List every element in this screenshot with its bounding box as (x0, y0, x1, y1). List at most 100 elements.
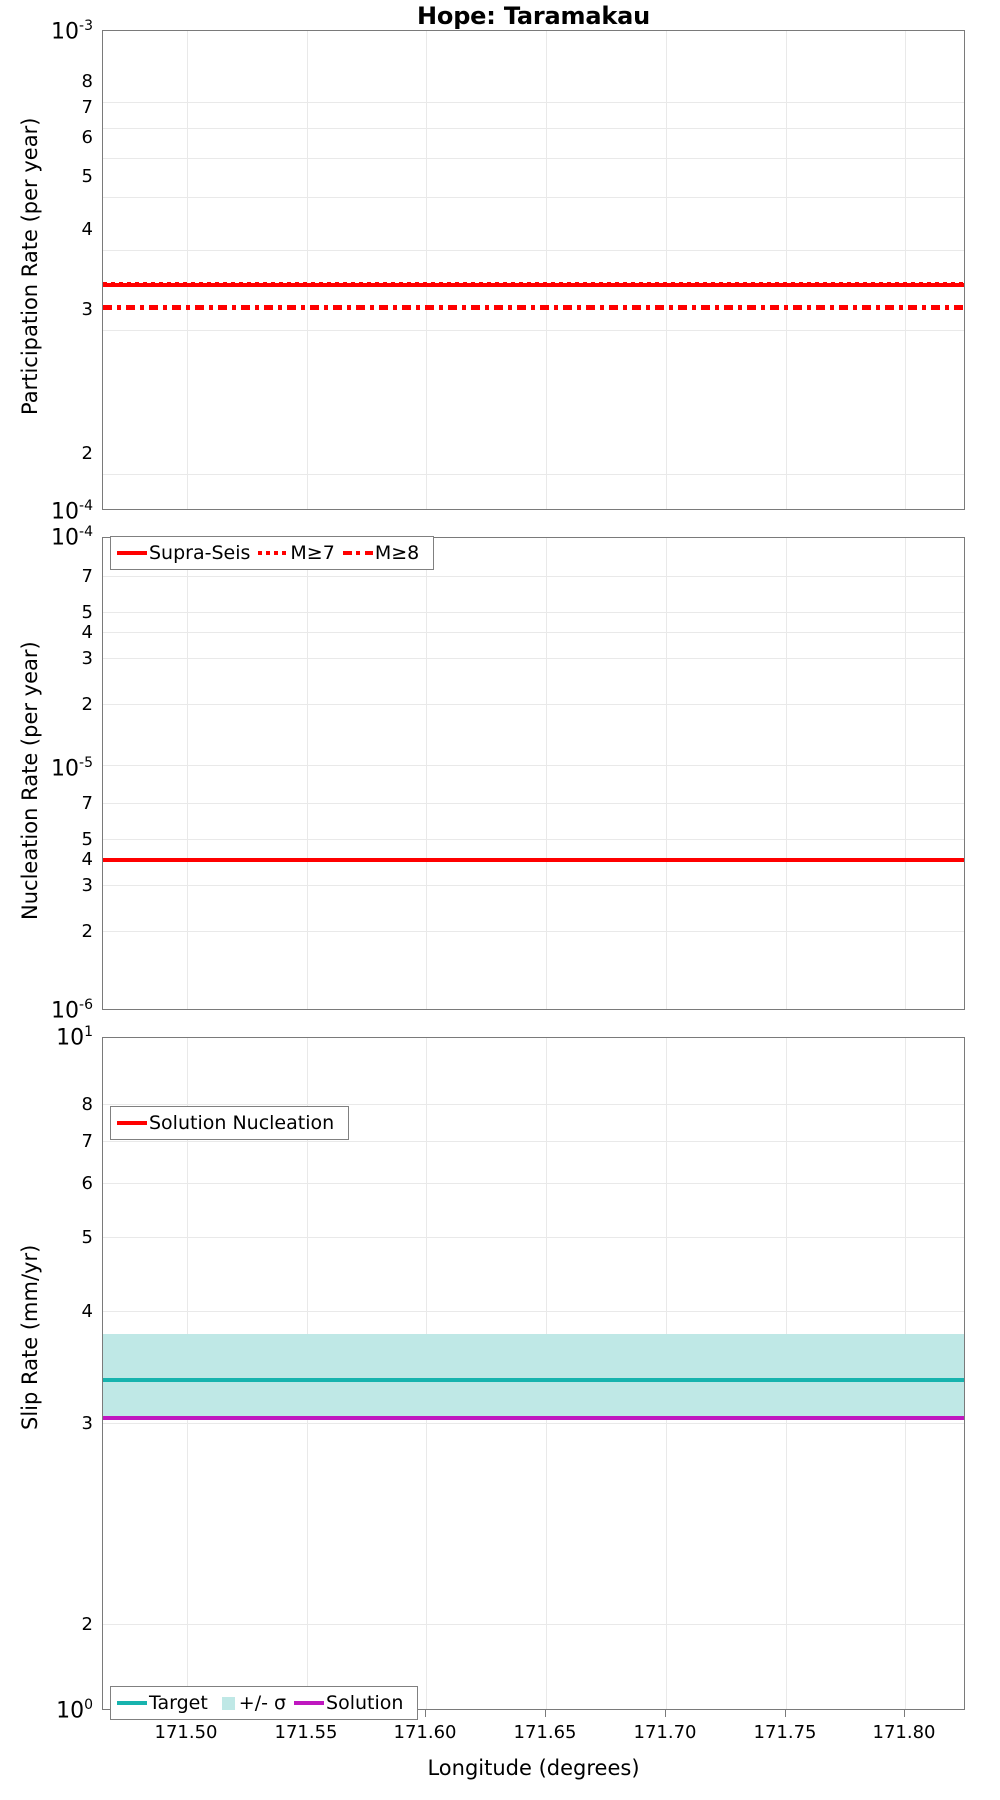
legend-patch-icon (221, 1696, 235, 1710)
ytick-panel1-max: 10-3 (51, 18, 93, 45)
ytick-panel1: 4 (81, 219, 93, 240)
panel2-y-axis-label: Nucleation Rate (per year) (18, 641, 42, 920)
legend-label: Solution Nucleation (149, 1112, 335, 1134)
ytick-panel3: 6 (81, 1173, 93, 1194)
ytick-panel2-min: 10-6 (51, 997, 93, 1024)
gridline-h (103, 197, 964, 198)
ytick-panel2: 2 (81, 694, 93, 715)
xtick-label: 171.65 (513, 1722, 577, 1743)
series-target (103, 1378, 964, 1382)
gridline-h (103, 250, 964, 251)
legend-line-solid-icon (117, 1121, 147, 1125)
ytick-panel1: 3 (81, 299, 93, 320)
gridline-h (103, 330, 964, 331)
xtickmark (785, 1710, 786, 1717)
gridline-h (103, 1423, 964, 1424)
ytick-panel3: 7 (81, 1131, 93, 1152)
panel3-y-axis-label: Slip Rate (mm/yr) (18, 1244, 42, 1430)
gridline-h (103, 931, 964, 932)
legend-item-supra-seis: Supra-Seis (117, 542, 258, 564)
legend-item-sigma: +/- σ (216, 1692, 294, 1714)
legend-line-solid-icon (117, 1701, 147, 1705)
xtick-label: 171.55 (274, 1722, 338, 1743)
legend-panel3: Target +/- σ Solution (110, 1686, 419, 1720)
gridline-v (307, 31, 308, 509)
gridline-v (546, 538, 547, 1009)
ytick-panel2: 2 (81, 921, 93, 942)
series-solution-nucleation (103, 858, 964, 862)
xtickmark (545, 1710, 546, 1717)
ytick-panel2: 4 (81, 622, 93, 643)
ytick-panel1: 8 (81, 71, 93, 92)
gridline-h (103, 1237, 964, 1238)
series-solution (103, 1416, 964, 1420)
gridline-h (103, 839, 964, 840)
legend-label: M≥8 (374, 542, 420, 564)
gridline-v (786, 31, 787, 509)
legend-line-dotted-icon (258, 551, 289, 555)
legend-label: +/- σ (238, 1692, 287, 1714)
gridline-h (103, 612, 964, 613)
ytick-panel3: 4 (81, 1301, 93, 1322)
ytick-panel3: 2 (81, 1614, 93, 1635)
gridline-h (103, 128, 964, 129)
legend-item-solution: Solution (294, 1692, 411, 1714)
ytick-panel2: 3 (81, 648, 93, 669)
panel-nucleation-rate (102, 537, 965, 1010)
ytick-panel2-mid: 10-5 (51, 755, 93, 782)
ytick-panel3-min: 100 (56, 1697, 93, 1724)
ytick-panel1: 6 (81, 127, 93, 148)
gridline-v (905, 538, 906, 1009)
ytick-panel3: 5 (81, 1227, 93, 1248)
ytick-panel2: 7 (81, 793, 93, 814)
legend-item-m-ge-7: M≥7 (258, 542, 342, 564)
ytick-panel3: 8 (81, 1094, 93, 1115)
gridline-h (103, 1183, 964, 1184)
ytick-panel2: 7 (81, 566, 93, 587)
gridline-h (103, 1624, 964, 1625)
series-m-ge-8 (103, 305, 964, 310)
gridline-h (103, 1141, 964, 1142)
gridline-v (546, 31, 547, 509)
xtick-label: 171.80 (872, 1722, 936, 1743)
xtickmark (425, 1710, 426, 1717)
gridline-h (103, 474, 964, 475)
ytick-panel2: 3 (81, 875, 93, 896)
gridline-h (103, 632, 964, 633)
gridline-v (426, 31, 427, 509)
xtick-label: 171.70 (633, 1722, 697, 1743)
panel1-y-axis-label: Participation Rate (per year) (18, 117, 42, 415)
gridline-h (103, 704, 964, 705)
gridline-v (905, 31, 906, 509)
legend-line-solid-icon (117, 551, 147, 555)
xtickmark (665, 1710, 666, 1717)
gridline-v (666, 538, 667, 1009)
legend-panel1: Supra-Seis M≥7 M≥8 (110, 536, 435, 570)
gridline-h (103, 885, 964, 886)
legend-label: Target (149, 1692, 208, 1714)
legend-item-solution-nucleation: Solution Nucleation (117, 1112, 342, 1134)
gridline-h (103, 576, 964, 577)
ytick-panel1: 2 (81, 443, 93, 464)
gridline-v (666, 31, 667, 509)
gridline-h (103, 1104, 964, 1105)
legend-line-solid-icon (294, 1701, 325, 1705)
panel-participation-rate (102, 30, 965, 510)
panel-slip-rate (102, 1037, 965, 1710)
gridline-v (187, 538, 188, 1009)
ytick-panel1: 5 (81, 166, 93, 187)
gridline-v (187, 31, 188, 509)
series-m-ge-7 (103, 282, 964, 287)
gridline-v (786, 538, 787, 1009)
legend-line-dashdot-icon (342, 551, 373, 555)
xtick-label: 171.60 (393, 1722, 457, 1743)
ytick-panel1: 7 (81, 97, 93, 118)
ytick-panel1-min: 10-4 (51, 498, 93, 525)
legend-item-m-ge-8: M≥8 (342, 542, 427, 564)
legend-label: Supra-Seis (149, 542, 251, 564)
ytick-panel3: 3 (81, 1413, 93, 1434)
gridline-h (103, 765, 964, 766)
page-title: Hope: Taramakau (417, 2, 650, 30)
gridline-h (103, 803, 964, 804)
